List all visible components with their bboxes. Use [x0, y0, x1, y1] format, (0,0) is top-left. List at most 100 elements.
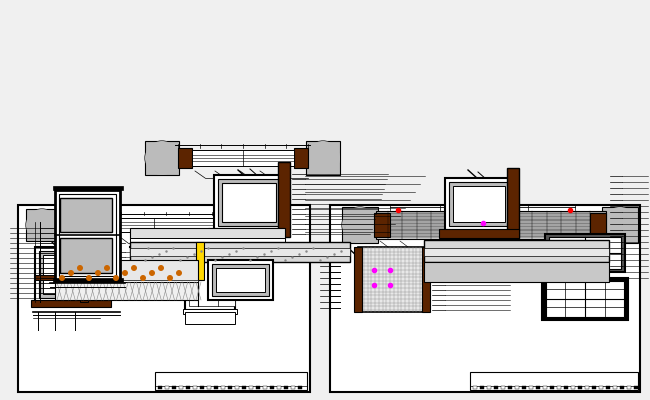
Bar	[178, 148, 192, 168]
Bar	[542, 278, 628, 320]
Circle shape	[176, 270, 182, 276]
Bar	[222, 183, 276, 222]
Bar	[57, 216, 71, 234]
Bar	[60, 198, 112, 232]
Circle shape	[140, 275, 146, 281]
Bar	[374, 213, 390, 237]
Bar	[522, 386, 526, 389]
Bar	[165, 386, 169, 389]
Bar	[218, 179, 280, 226]
Bar	[214, 175, 284, 230]
Bar	[196, 242, 204, 280]
Bar	[145, 141, 179, 175]
Bar	[501, 386, 505, 389]
Bar	[545, 234, 625, 272]
Circle shape	[342, 207, 378, 243]
Bar	[277, 386, 281, 389]
Bar	[278, 162, 290, 237]
Bar	[189, 235, 235, 306]
Bar	[306, 141, 340, 175]
Bar	[158, 386, 162, 389]
Bar	[237, 216, 251, 234]
Bar	[487, 386, 491, 389]
Bar	[424, 248, 609, 256]
Bar	[130, 248, 350, 256]
Bar	[557, 386, 561, 389]
Circle shape	[59, 275, 65, 281]
Bar	[53, 278, 123, 282]
Bar	[26, 209, 58, 241]
Bar	[578, 386, 582, 389]
Bar	[53, 186, 123, 190]
Bar	[214, 386, 218, 389]
Circle shape	[122, 270, 128, 276]
Bar	[155, 372, 307, 390]
Bar	[445, 178, 513, 230]
Bar	[192, 150, 294, 166]
Bar	[599, 386, 603, 389]
Bar	[179, 386, 183, 389]
Bar	[330, 205, 640, 392]
Bar	[543, 386, 547, 389]
Bar	[130, 242, 350, 262]
Bar	[55, 260, 198, 282]
Circle shape	[602, 207, 638, 243]
Circle shape	[26, 209, 58, 241]
Bar	[564, 386, 568, 389]
Circle shape	[249, 209, 281, 241]
Circle shape	[95, 270, 101, 276]
Bar	[208, 228, 284, 237]
Bar	[529, 386, 533, 389]
Bar	[228, 386, 232, 389]
Bar	[208, 260, 273, 300]
Circle shape	[149, 270, 155, 276]
Bar	[507, 168, 519, 238]
Bar	[424, 262, 609, 282]
Bar	[185, 312, 235, 324]
Bar	[422, 247, 430, 312]
Bar	[55, 190, 120, 280]
Bar	[284, 386, 288, 389]
Bar	[242, 386, 246, 389]
Bar	[453, 186, 505, 222]
Bar	[39, 251, 103, 298]
Circle shape	[68, 270, 74, 276]
Bar	[294, 148, 308, 168]
Bar	[212, 264, 269, 296]
Bar	[71, 218, 237, 232]
Bar	[424, 240, 609, 262]
Bar	[185, 235, 235, 310]
Bar	[43, 255, 99, 294]
Bar	[35, 275, 107, 280]
Bar	[354, 247, 362, 312]
Circle shape	[306, 141, 340, 175]
Bar	[620, 386, 624, 389]
Bar	[515, 386, 519, 389]
Circle shape	[158, 265, 164, 271]
Bar	[35, 247, 107, 302]
Bar	[549, 237, 621, 269]
Circle shape	[26, 209, 58, 241]
Bar	[249, 386, 253, 389]
Bar	[602, 207, 638, 243]
Bar	[470, 372, 638, 390]
Bar	[207, 386, 211, 389]
Circle shape	[86, 275, 92, 281]
Bar	[473, 386, 477, 389]
Bar	[291, 386, 295, 389]
Bar	[376, 211, 606, 239]
Bar	[585, 386, 589, 389]
Circle shape	[145, 141, 179, 175]
Bar	[536, 386, 540, 389]
Circle shape	[113, 275, 119, 281]
Bar	[256, 386, 260, 389]
Bar	[80, 247, 88, 302]
Bar	[186, 386, 190, 389]
Bar	[18, 205, 310, 392]
Bar	[183, 309, 237, 314]
Bar	[59, 194, 116, 276]
Bar	[263, 386, 267, 389]
Bar	[449, 182, 509, 226]
Circle shape	[602, 207, 638, 243]
Bar	[216, 268, 265, 292]
